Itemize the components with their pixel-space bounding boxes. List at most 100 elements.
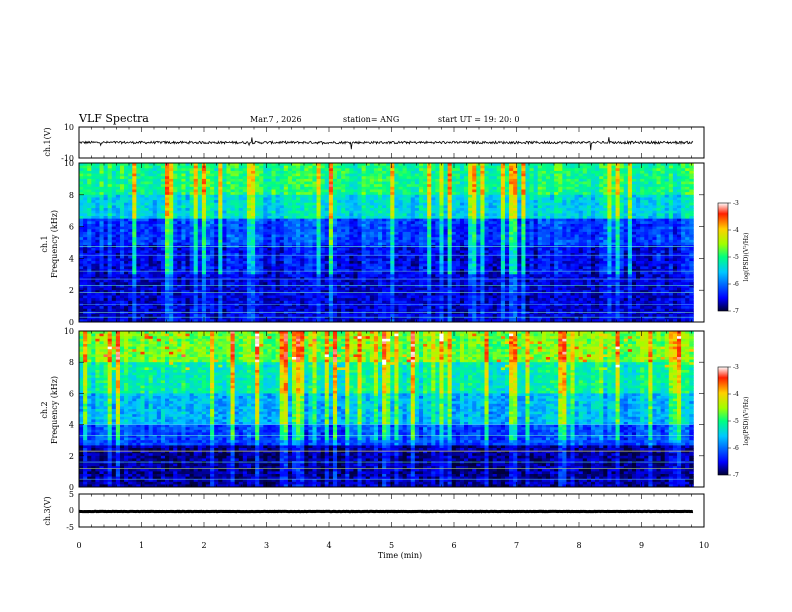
spectrogram-cell: [357, 170, 363, 174]
spectrogram-cell: [533, 234, 539, 238]
spectrogram-cell: [525, 223, 530, 227]
spectrogram-cell: [79, 168, 84, 172]
spectrogram-cell: [87, 247, 92, 251]
spectrogram-cell: [345, 237, 350, 241]
spectrogram-cell: [160, 242, 166, 246]
spectrogram-cell: [291, 186, 297, 190]
spectrogram-cell: [296, 168, 301, 172]
spectrogram-cell: [111, 210, 117, 214]
spectrogram-cell: [451, 210, 457, 214]
spectrogram-cell: [582, 223, 588, 227]
spectrogram-cell: [287, 173, 293, 177]
spectrogram-cell: [554, 200, 559, 204]
spectrogram-cell: [218, 234, 223, 238]
spectrogram-cell: [218, 176, 223, 180]
spectrogram-cell: [599, 210, 604, 214]
spectrogram-cell: [316, 165, 322, 169]
spectrogram-cell: [451, 194, 457, 198]
spectrogram-cell: [271, 181, 276, 185]
spectrogram-cell: [353, 237, 358, 241]
spectrogram-cell: [144, 231, 150, 235]
spectrogram-cell: [234, 210, 240, 214]
spectrogram-cell: [459, 205, 465, 209]
spectrogram-cell: [464, 231, 469, 235]
spectrogram-cell: [181, 218, 186, 222]
spectrogram-cell: [435, 239, 440, 243]
spectrogram-cell: [652, 216, 657, 220]
spectrogram-cell: [115, 178, 121, 182]
spectrogram-cell: [201, 234, 207, 238]
spectrogram-cell: [230, 176, 236, 180]
spectrogram-cell: [566, 165, 571, 169]
spectrogram-cell: [562, 181, 567, 185]
spectrogram-cell: [119, 165, 125, 169]
spectrogram-cell: [152, 200, 158, 204]
spectrogram-cell: [488, 176, 494, 180]
spectrogram-cell: [545, 234, 551, 238]
spectrogram-cell: [316, 223, 322, 227]
spectrogram-cell: [545, 170, 551, 174]
spectrogram-cell: [328, 163, 334, 167]
spectrogram-cell: [488, 202, 494, 206]
spectrogram-cell: [611, 181, 616, 185]
spectrogram-cell: [205, 242, 211, 246]
spectrogram-cell: [586, 223, 592, 227]
spectrogram-cell: [431, 163, 436, 167]
spectrogram-cell: [218, 170, 223, 174]
spectrogram-cell: [349, 231, 354, 235]
spectrogram-cell: [222, 208, 227, 212]
spectrogram-cell: [79, 181, 84, 185]
spectrogram-cell: [132, 192, 137, 196]
spectrogram-cell: [337, 210, 342, 214]
spectrogram-cell: [689, 242, 694, 246]
spectrogram-cell: [439, 189, 444, 193]
spectrogram-cell: [410, 181, 416, 185]
spectrogram-cell: [590, 194, 596, 198]
spectrogram-cell: [287, 218, 293, 222]
spectrogram-cell: [578, 200, 584, 204]
spectrogram-cell: [636, 216, 641, 220]
spectrogram-cell: [660, 176, 666, 180]
spectrogram-cell: [173, 165, 178, 169]
spectrogram-cell: [246, 229, 252, 233]
spectrogram-cell: [177, 242, 182, 246]
spectrogram-cell: [173, 163, 178, 167]
spectrogram-cell: [226, 242, 231, 246]
spectrogram-cell: [283, 178, 289, 182]
spectrogram-cell: [521, 242, 526, 246]
spectrogram-cell: [480, 216, 485, 220]
spectrogram-cell: [136, 176, 141, 180]
spectrogram-cell: [636, 176, 641, 180]
spectrogram-cell: [124, 168, 129, 172]
spectrogram-cell: [173, 216, 178, 220]
spectrogram-cell: [320, 237, 326, 241]
spectrogram-cell: [488, 186, 494, 190]
spectrogram-cell: [332, 237, 338, 241]
spectrogram-cell: [201, 210, 207, 214]
spectrogram-cell: [296, 165, 301, 169]
spectrogram-cell: [341, 173, 346, 177]
spectrogram-cell: [595, 165, 600, 169]
spectrogram-cell: [214, 173, 219, 177]
spectrogram-cell: [496, 176, 502, 180]
spectrogram-cell: [107, 229, 113, 233]
spectrogram-cell: [111, 192, 117, 196]
spectrogram-cell: [205, 186, 211, 190]
spectrogram-cell: [341, 184, 346, 188]
spectrogram-cell: [472, 178, 477, 182]
spectrogram-cell: [197, 216, 203, 220]
spectrogram-cell: [435, 200, 440, 204]
spectrogram-cell: [378, 186, 383, 190]
spectrogram-cell: [459, 218, 465, 222]
spectrogram-cell: [83, 181, 88, 185]
spectrogram-cell: [681, 170, 686, 174]
spectrogram-cell: [214, 168, 219, 172]
spectrogram-cell: [218, 189, 223, 193]
spectrogram-cell: [541, 165, 547, 169]
spectrogram-cell: [615, 168, 621, 172]
spectrogram-cell: [586, 194, 592, 198]
spectrogram-cell: [226, 165, 231, 169]
spectrogram-cell: [291, 205, 297, 209]
spectrogram-cell: [459, 208, 465, 212]
spectrogram-cell: [672, 181, 678, 185]
